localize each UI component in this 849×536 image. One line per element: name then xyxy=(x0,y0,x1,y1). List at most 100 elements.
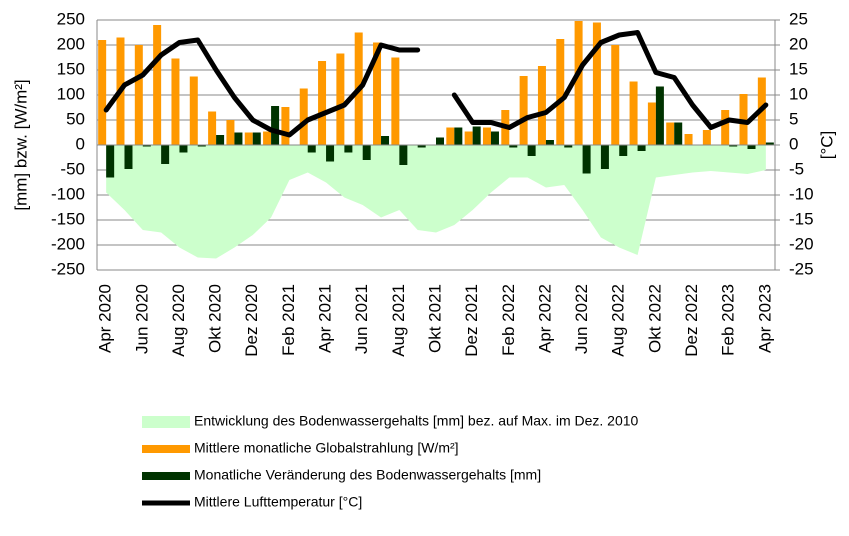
y2-tick-label: 5 xyxy=(789,109,798,128)
bar xyxy=(729,145,738,147)
bar xyxy=(399,145,408,165)
x-tick-label: Apr 2021 xyxy=(316,284,335,353)
bar xyxy=(234,132,243,145)
x-tick-label: Okt 2020 xyxy=(206,284,225,353)
y2-tick-label: 15 xyxy=(789,59,808,78)
x-tick-label: Okt 2021 xyxy=(425,284,444,353)
bar xyxy=(362,145,371,160)
bar xyxy=(98,40,107,145)
y-tick-label: 100 xyxy=(57,84,85,103)
legend-label: Mittlere Lufttemperatur [°C] xyxy=(194,494,362,510)
y2-tick-label: -20 xyxy=(789,234,814,253)
bar xyxy=(747,145,756,149)
bar xyxy=(344,145,353,153)
legend-symbol xyxy=(142,472,190,480)
y2-tick-label: -10 xyxy=(789,184,814,203)
x-tick-label: Apr 2023 xyxy=(755,284,774,353)
bar xyxy=(666,122,675,145)
bar xyxy=(454,127,463,145)
bar xyxy=(271,106,280,145)
y2-tick-label: -25 xyxy=(789,259,814,278)
x-tick-label: Apr 2020 xyxy=(96,284,115,353)
legend-symbol xyxy=(142,445,190,453)
bar xyxy=(252,132,261,145)
bar xyxy=(519,76,528,145)
legend-symbol xyxy=(142,416,190,428)
bar xyxy=(600,145,609,169)
bar xyxy=(208,111,217,145)
x-tick-label: Dez 2022 xyxy=(682,284,701,357)
bar xyxy=(647,102,656,145)
bar xyxy=(537,66,546,145)
legend-label: Mittlere monatliche Globalstrahlung [W/m… xyxy=(194,440,459,456)
legend-label: Monatliche Veränderung des Bodenwasserge… xyxy=(194,467,541,483)
y2-tick-label: 10 xyxy=(789,84,808,103)
bar xyxy=(482,127,491,145)
bar xyxy=(318,61,327,145)
bar xyxy=(556,39,565,145)
y2-axis-label: [°C] xyxy=(817,131,836,160)
bar xyxy=(674,122,683,145)
bar xyxy=(124,145,133,169)
line xyxy=(103,30,769,138)
bar xyxy=(263,131,272,145)
y-axis-label: [mm] bzw. [W/m²] xyxy=(11,79,30,210)
x-tick-label: Dez 2021 xyxy=(462,284,481,357)
bar xyxy=(106,145,115,178)
x-tick-label: Okt 2022 xyxy=(645,284,664,353)
y-tick-label: -150 xyxy=(51,209,85,228)
bar xyxy=(373,42,382,145)
y-tick-label: 50 xyxy=(66,109,85,128)
bar xyxy=(611,45,620,145)
y2-tick-label: 25 xyxy=(789,9,808,28)
bar xyxy=(446,127,455,145)
x-tick-label: Aug 2020 xyxy=(169,284,188,357)
x-tick-label: Jun 2022 xyxy=(572,284,591,354)
bar xyxy=(226,120,235,145)
bar xyxy=(721,110,730,145)
bar xyxy=(527,145,536,156)
bar xyxy=(765,142,774,145)
bar xyxy=(582,145,591,174)
bar xyxy=(417,145,426,148)
legend-label: Entwicklung des Bodenwassergehalts [mm] … xyxy=(194,413,639,429)
bar xyxy=(134,45,143,145)
bar xyxy=(326,145,335,162)
y-tick-label: 200 xyxy=(57,34,85,53)
bar xyxy=(307,145,316,153)
bar xyxy=(545,140,554,145)
bar xyxy=(244,132,253,145)
bar xyxy=(216,135,225,145)
x-tick-label: Jun 2021 xyxy=(352,284,371,354)
y-tick-label: -100 xyxy=(51,184,85,203)
bar xyxy=(336,53,345,145)
bar xyxy=(574,21,583,145)
bar xyxy=(684,134,693,145)
bar xyxy=(436,137,444,145)
y2-tick-label: -5 xyxy=(789,159,804,178)
bar xyxy=(564,145,573,148)
bar xyxy=(179,145,188,153)
y2-tick-label: -15 xyxy=(789,209,814,228)
bar xyxy=(509,145,518,148)
bar xyxy=(655,86,664,145)
bar xyxy=(490,131,499,145)
bar xyxy=(161,145,170,164)
x-tick-label: Jun 2020 xyxy=(132,284,151,354)
y2-tick-label: 20 xyxy=(789,34,808,53)
x-tick-label: Feb 2022 xyxy=(499,284,518,356)
x-tick-label: Apr 2022 xyxy=(535,284,554,353)
bar xyxy=(142,145,151,147)
y2-tick-label: 0 xyxy=(789,134,798,153)
y-tick-label: -50 xyxy=(60,159,85,178)
y-tick-label: 250 xyxy=(57,9,85,28)
bar xyxy=(153,25,162,145)
bar xyxy=(299,88,308,145)
x-tick-label: Aug 2021 xyxy=(389,284,408,357)
y-tick-label: 0 xyxy=(76,134,85,153)
bar xyxy=(702,130,711,145)
bar xyxy=(592,22,601,145)
bar xyxy=(381,136,390,145)
y-tick-label: 150 xyxy=(57,59,85,78)
bar xyxy=(637,145,646,151)
